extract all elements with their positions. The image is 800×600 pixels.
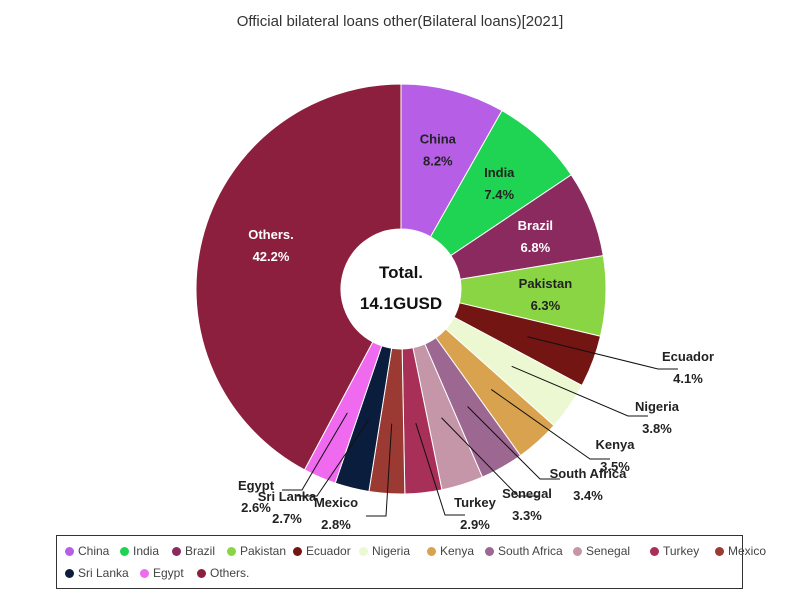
leader-line-nigeria (511, 365, 648, 417)
legend-item-kenya[interactable]: Kenya (427, 540, 474, 562)
legend-label: Egypt (153, 566, 184, 580)
legend-label: China (78, 544, 110, 558)
legend-swatch-icon (293, 546, 302, 556)
legend-swatch-icon (427, 546, 436, 556)
slice-percent-senegal: 3.3% (512, 508, 542, 523)
legend-swatch-icon (140, 568, 149, 578)
legend-label: Mexico (728, 544, 767, 558)
legend-item-ecuador[interactable]: Ecuador (293, 540, 351, 562)
slice-percent-mexico: 2.8% (321, 517, 351, 532)
legend-label: Brazil (185, 544, 216, 558)
leader-line-senegal (441, 417, 538, 497)
slice-label-sri-lanka: Sri Lanka (258, 489, 317, 504)
slice-percent-south-africa: 3.4% (573, 488, 603, 503)
leader-line-kenya (490, 389, 610, 460)
legend: China India Brazil Pakistan Ecuador Nigeria Ke… (56, 535, 766, 589)
legend-swatch-icon (65, 546, 74, 556)
slice-label-egypt: Egypt (238, 478, 275, 493)
legend-swatch-icon (715, 546, 724, 556)
legend-item-pakistan[interactable]: Pakistan (227, 540, 286, 562)
legend-swatch-icon (573, 546, 582, 556)
slice-percent-china: 8.2% (423, 153, 453, 168)
slice-label-ecuador: Ecuador (662, 349, 714, 364)
slice-percent-ecuador: 4.1% (673, 371, 703, 386)
slice-label-china: China (420, 131, 457, 146)
legend-swatch-icon (65, 568, 74, 578)
legend-label: Pakistan (240, 544, 287, 558)
slice-percent-brazil: 6.8% (521, 240, 551, 255)
slice-percent-sri-lanka: 2.7% (272, 511, 302, 526)
legend-swatch-icon (359, 546, 368, 556)
legend-item-others[interactable]: Others. (197, 562, 249, 584)
chart-title: Official bilateral loans other(Bilateral… (237, 13, 564, 30)
slice-percent-pakistan: 6.3% (531, 298, 561, 313)
legend-swatch-icon (485, 546, 494, 556)
slice-label-mexico: Mexico (314, 495, 358, 510)
slice-label-brazil: Brazil (518, 218, 553, 233)
legend-item-india[interactable]: India (120, 540, 159, 562)
slice-percent-nigeria: 3.8% (642, 421, 672, 436)
legend-item-china[interactable]: China (65, 540, 109, 562)
slice-label-others: Others. (248, 227, 294, 242)
legend-swatch-icon (120, 546, 129, 556)
slice-percent-egypt: 2.6% (241, 500, 271, 515)
legend-label: Ecuador (306, 544, 351, 558)
slice-label-kenya: Kenya (595, 437, 635, 452)
leader-line-south-africa (467, 406, 560, 480)
legend-item-mexico[interactable]: Mexico (715, 540, 766, 562)
legend-item-senegal[interactable]: Senegal (573, 540, 630, 562)
slice-label-senegal: Senegal (502, 486, 552, 501)
legend-swatch-icon (650, 546, 659, 556)
slice-percent-india: 7.4% (484, 187, 514, 202)
slice-label-turkey: Turkey (454, 495, 496, 510)
legend-label: Turkey (663, 544, 700, 558)
slice-label-nigeria: Nigeria (635, 399, 680, 414)
legend-swatch-icon (172, 546, 181, 556)
legend-item-turkey[interactable]: Turkey (650, 540, 699, 562)
slice-percent-turkey: 2.9% (460, 517, 490, 532)
leader-line-sri-lanka (297, 419, 370, 497)
legend-label: South Africa (498, 544, 563, 558)
legend-item-sri-lanka[interactable]: Sri Lanka (65, 562, 129, 584)
leader-line-mexico (366, 423, 393, 517)
legend-item-south-africa[interactable]: South Africa (485, 540, 563, 562)
legend-swatch-icon (227, 546, 236, 556)
donut-hole (341, 229, 461, 349)
slice-labels: China 8.2% India 7.4% Brazil 6.8% Pakistan 6.3%… (238, 131, 714, 532)
legend-label: Nigeria (372, 544, 411, 558)
legend-label: Others. (210, 566, 250, 580)
legend-label: India (133, 544, 160, 558)
leader-lines (282, 336, 678, 517)
slice-label-pakistan: Pakistan (519, 276, 573, 291)
center-label: Total. (379, 263, 423, 282)
leader-line-egypt (282, 412, 348, 491)
slice-label-south-africa: South Africa (550, 466, 628, 481)
legend-label: Senegal (586, 544, 631, 558)
legend-item-brazil[interactable]: Brazil (172, 540, 215, 562)
center-value: 14.1GUSD (360, 294, 442, 313)
legend-swatch-icon (197, 568, 206, 578)
legend-item-nigeria[interactable]: Nigeria (359, 540, 410, 562)
legend-item-egypt[interactable]: Egypt (140, 562, 184, 584)
leader-line-turkey (415, 423, 465, 516)
legend-label: Kenya (440, 544, 475, 558)
leader-line-ecuador (527, 336, 678, 370)
slice-percent-others: 42.2% (253, 249, 290, 264)
slice-percent-kenya: 3.5% (600, 459, 630, 474)
legend-label: Sri Lanka (78, 566, 129, 580)
slice-label-india: India (484, 165, 515, 180)
pie-slices (195, 83, 607, 495)
